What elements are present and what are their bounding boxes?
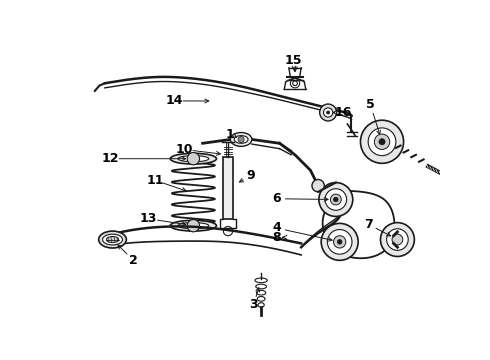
Ellipse shape [178, 222, 209, 229]
Circle shape [381, 222, 415, 256]
Ellipse shape [234, 136, 248, 143]
FancyBboxPatch shape [223, 157, 233, 219]
Text: 12: 12 [101, 152, 119, 165]
Circle shape [321, 223, 358, 260]
Circle shape [187, 220, 199, 232]
Circle shape [323, 108, 333, 117]
Ellipse shape [98, 231, 126, 248]
Ellipse shape [102, 234, 122, 245]
Text: 6: 6 [272, 192, 281, 205]
Circle shape [374, 134, 390, 149]
Text: 16: 16 [335, 106, 352, 119]
Circle shape [326, 111, 330, 114]
Circle shape [330, 194, 341, 205]
Ellipse shape [106, 237, 119, 243]
Circle shape [392, 234, 403, 245]
Ellipse shape [257, 297, 265, 301]
Text: 15: 15 [285, 54, 302, 67]
Ellipse shape [171, 153, 217, 164]
Circle shape [187, 153, 199, 165]
Text: 9: 9 [247, 169, 255, 182]
Circle shape [337, 239, 342, 244]
Circle shape [361, 120, 404, 163]
Text: 7: 7 [364, 218, 372, 231]
Circle shape [327, 230, 352, 254]
Circle shape [319, 183, 353, 216]
Ellipse shape [256, 284, 267, 289]
Text: 3: 3 [249, 298, 258, 311]
Text: 5: 5 [366, 98, 375, 111]
Text: 1: 1 [226, 127, 235, 140]
Circle shape [379, 139, 385, 145]
Circle shape [312, 180, 324, 192]
Text: 13: 13 [140, 212, 157, 225]
Ellipse shape [230, 132, 252, 147]
Ellipse shape [171, 220, 217, 231]
Circle shape [238, 136, 244, 143]
Text: 11: 11 [146, 174, 164, 187]
Ellipse shape [255, 278, 268, 283]
Circle shape [334, 236, 346, 248]
Ellipse shape [257, 291, 266, 295]
Ellipse shape [258, 303, 264, 307]
Ellipse shape [178, 156, 209, 162]
Text: 10: 10 [175, 143, 193, 156]
Text: 4: 4 [272, 221, 281, 234]
Circle shape [387, 229, 408, 250]
Text: 14: 14 [166, 94, 183, 107]
Circle shape [334, 197, 338, 202]
Circle shape [319, 104, 337, 121]
Circle shape [325, 189, 346, 210]
Text: 2: 2 [129, 254, 138, 267]
Circle shape [368, 128, 396, 156]
Text: 8: 8 [272, 231, 281, 244]
